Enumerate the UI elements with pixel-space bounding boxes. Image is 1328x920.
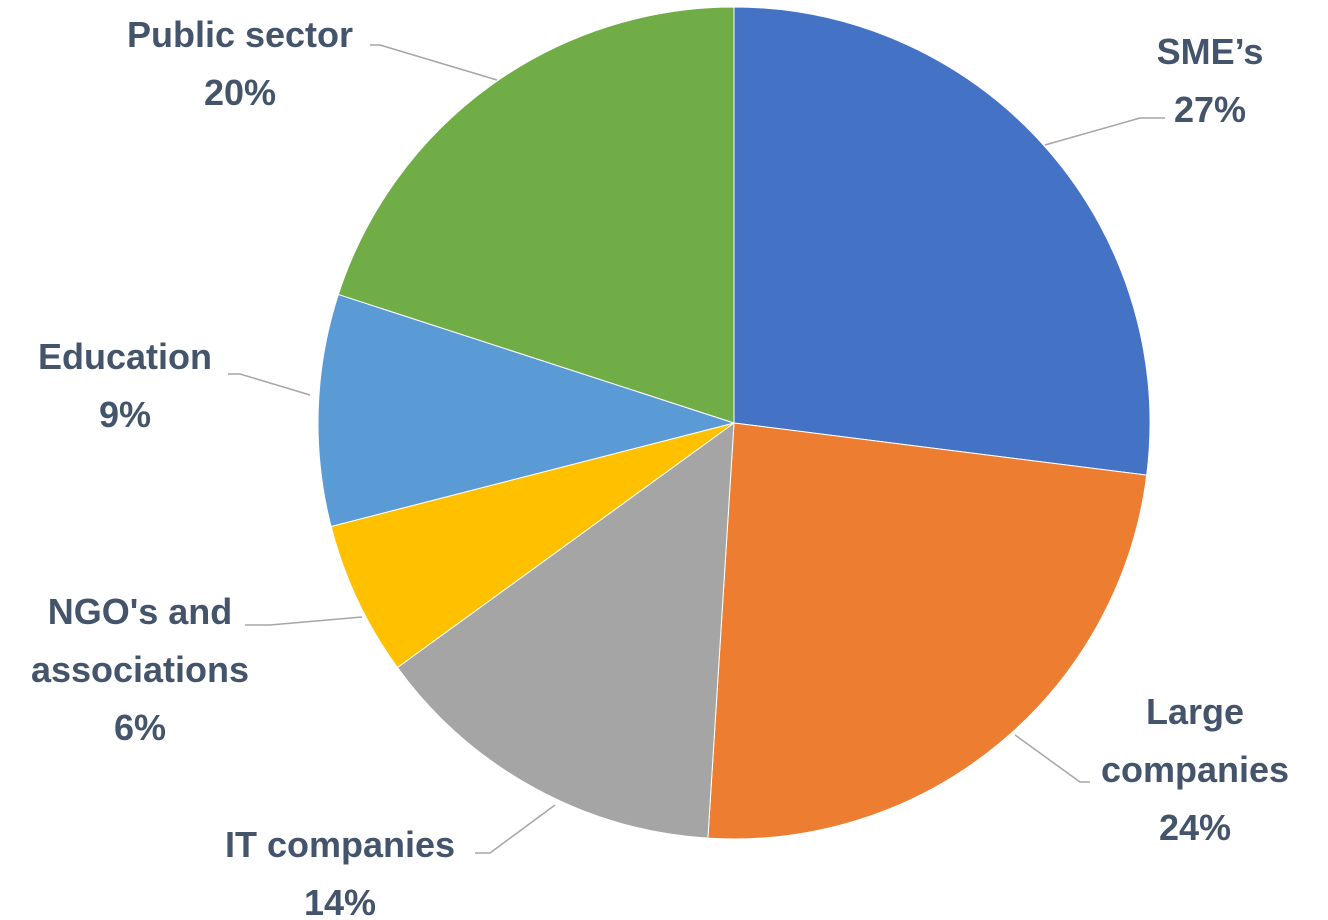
leader-line <box>1044 117 1165 146</box>
pie-slice <box>317 293 736 528</box>
pie-slice <box>330 422 735 669</box>
slice-percent: 9% <box>98 394 152 435</box>
leader-line <box>245 616 363 626</box>
leader-line <box>1014 734 1090 783</box>
pie-slice <box>337 6 735 424</box>
pie-slice <box>733 6 1151 476</box>
leader-line <box>228 373 311 396</box>
slice-percent: 24% <box>1158 807 1232 848</box>
slice-label: IT companies <box>224 824 456 865</box>
slice-percent: 14% <box>303 882 377 920</box>
slice-label: Public sector <box>126 14 354 55</box>
slice-percent: 27% <box>1173 89 1247 130</box>
leader-line <box>370 44 498 81</box>
slice-label: NGO's and associations <box>30 591 250 690</box>
slice-label: SME’s <box>1156 31 1264 72</box>
slice-percent: 6% <box>113 707 167 748</box>
leader-line <box>475 804 556 854</box>
slice-percent: 20% <box>203 72 277 113</box>
pie-slice <box>396 421 735 839</box>
pie-slice <box>707 422 1148 840</box>
slice-label: Education <box>37 336 212 377</box>
slice-label: Large companies <box>1100 691 1290 790</box>
